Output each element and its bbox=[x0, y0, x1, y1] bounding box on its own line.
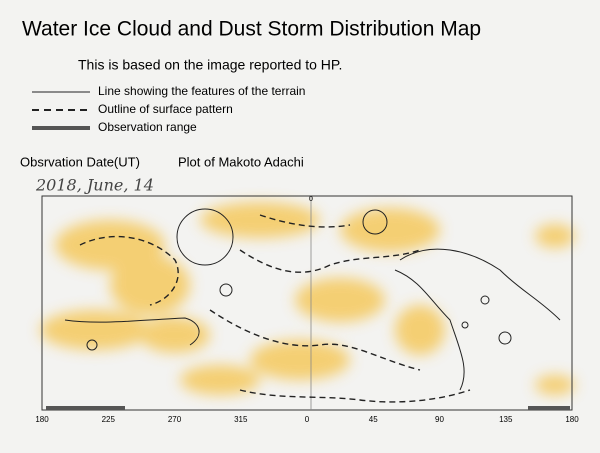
legend-label: Outline of surface pattern bbox=[98, 102, 233, 116]
title: Water Ice Cloud and Dust Storm Distribut… bbox=[22, 18, 481, 41]
map-frame bbox=[41, 195, 573, 411]
longitude-label: 270 bbox=[168, 415, 182, 424]
terrain-lines bbox=[64, 208, 561, 391]
longitude-label: 90 bbox=[435, 415, 444, 424]
date-label: Obsrvation Date(UT) bbox=[20, 154, 140, 169]
longitude-label: 135 bbox=[499, 415, 513, 424]
longitude-label: 0 bbox=[305, 415, 310, 424]
longitude-label: 225 bbox=[102, 415, 116, 424]
pattern-outlines bbox=[79, 214, 471, 403]
longitude-label: 180 bbox=[565, 415, 579, 424]
plotter: Plot of Makoto Adachi bbox=[178, 154, 304, 169]
longitude-axis: 180 225 270 315 0 45 90 135 180 bbox=[35, 415, 579, 424]
longitude-label: 45 bbox=[369, 415, 378, 424]
legend-label: Observation range bbox=[98, 120, 197, 134]
top-label: 0 bbox=[309, 196, 313, 203]
subtitle: This is based on the image reported to H… bbox=[78, 57, 342, 73]
handwritten-date: 2018, June, 14 bbox=[35, 176, 154, 195]
cloud-shading bbox=[40, 202, 575, 395]
longitude-label: 315 bbox=[234, 415, 248, 424]
legend-label: Line showing the features of the terrain bbox=[98, 84, 305, 98]
longitude-label: 180 bbox=[35, 415, 49, 424]
